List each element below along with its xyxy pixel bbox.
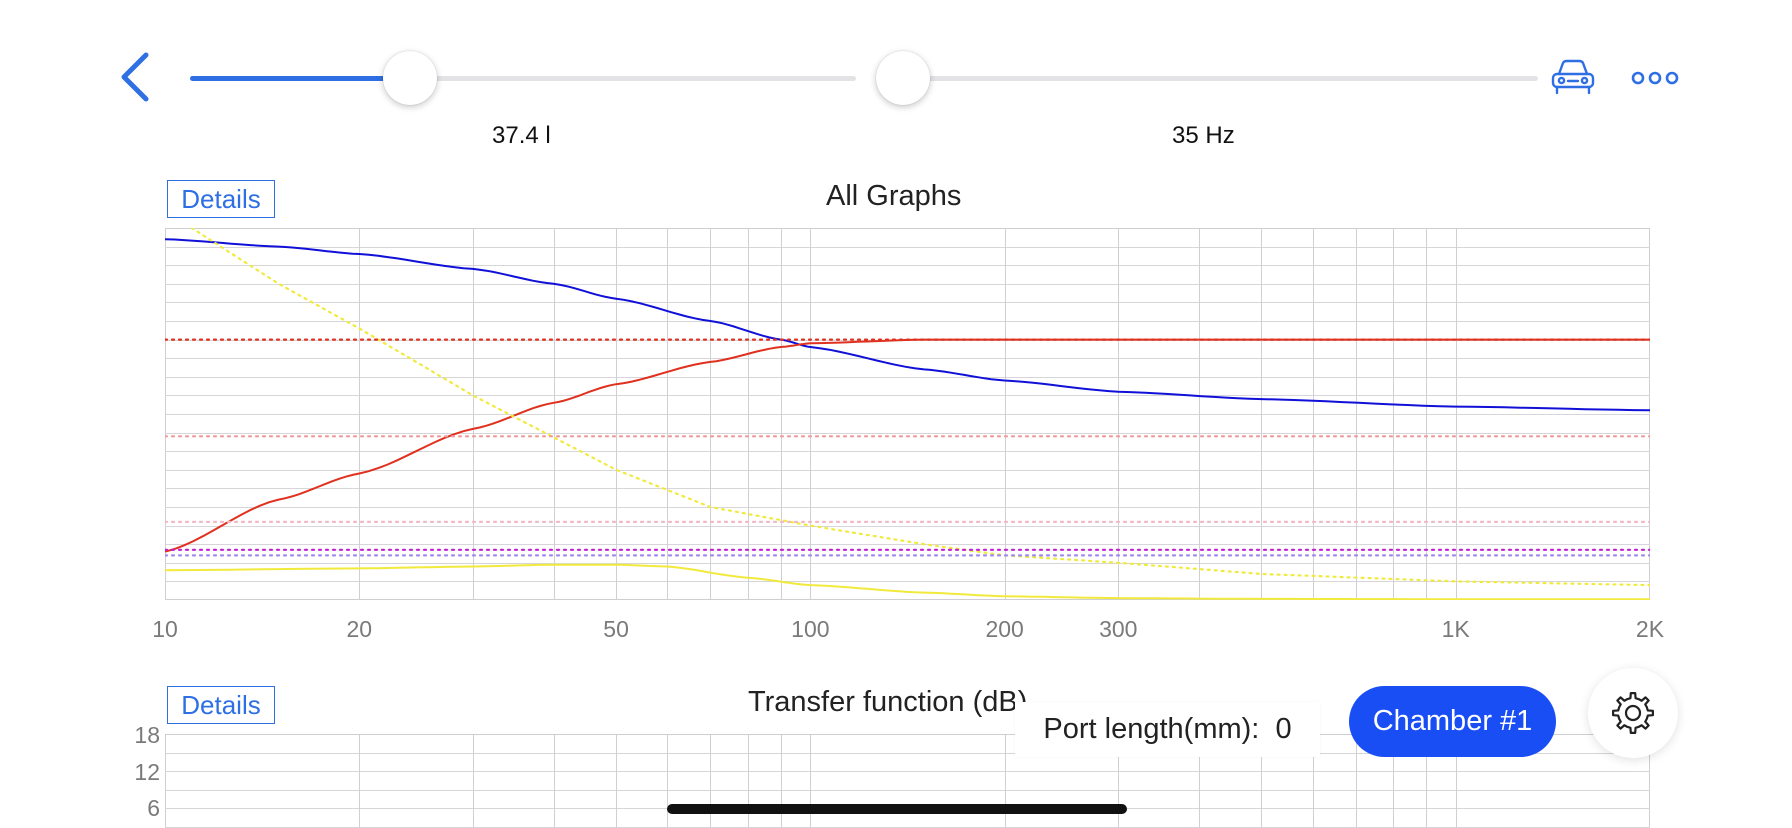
ellipsis-icon	[1631, 71, 1679, 85]
back-button[interactable]	[116, 50, 156, 102]
x-tick-label: 2K	[1635, 616, 1665, 642]
details-button-transfer-function[interactable]: Details	[167, 686, 275, 724]
port-length-label: Port length(mm):	[1043, 713, 1260, 745]
chamber-button[interactable]: Chamber #1	[1349, 686, 1556, 757]
more-button[interactable]	[1630, 62, 1680, 92]
y-tick-label: 6	[147, 795, 160, 821]
x-tick-label: 1K	[1441, 616, 1470, 642]
gear-icon	[1612, 692, 1654, 734]
settings-button[interactable]	[1588, 668, 1678, 758]
volume-value: 37.4 l	[492, 122, 551, 149]
tuning-slider-knob[interactable]	[876, 51, 930, 105]
y-tick-label: 12	[134, 759, 160, 785]
port-length-readout: Port length(mm): 0	[1015, 702, 1320, 757]
volume-slider-knob[interactable]	[382, 51, 437, 105]
chevron-left-icon	[121, 52, 149, 102]
x-tick-label: 100	[791, 616, 830, 642]
home-indicator	[667, 804, 1127, 814]
port-length-value: 0	[1275, 713, 1292, 745]
car-icon	[1551, 59, 1595, 95]
details-button-all-graphs[interactable]: Details	[167, 180, 275, 218]
series-line-2	[165, 563, 1650, 600]
volume-slider[interactable]	[190, 60, 856, 100]
tuning-slider-track[interactable]	[903, 76, 1538, 81]
volume-slider-track[interactable]	[190, 76, 856, 81]
x-tick-label: 200	[985, 616, 1024, 642]
tuning-slider[interactable]	[903, 60, 1538, 100]
chart-title-all-graphs: All Graphs	[826, 180, 962, 212]
tuning-value: 35 Hz	[1172, 122, 1235, 149]
x-tick-label: 50	[603, 616, 629, 642]
x-tick-label: 300	[1099, 616, 1138, 642]
series-line-3	[190, 228, 1650, 587]
y-tick-label: 18	[134, 722, 160, 748]
x-tick-label: 10	[152, 616, 178, 642]
volume-slider-fill	[190, 76, 410, 81]
chart-title-transfer-function: Transfer function (dB)	[748, 686, 1028, 718]
car-button[interactable]	[1550, 58, 1596, 96]
series-line-0	[165, 238, 1650, 412]
all-graphs-chart	[165, 228, 1650, 600]
series-line-1	[165, 338, 1650, 553]
x-tick-label: 20	[346, 616, 373, 642]
